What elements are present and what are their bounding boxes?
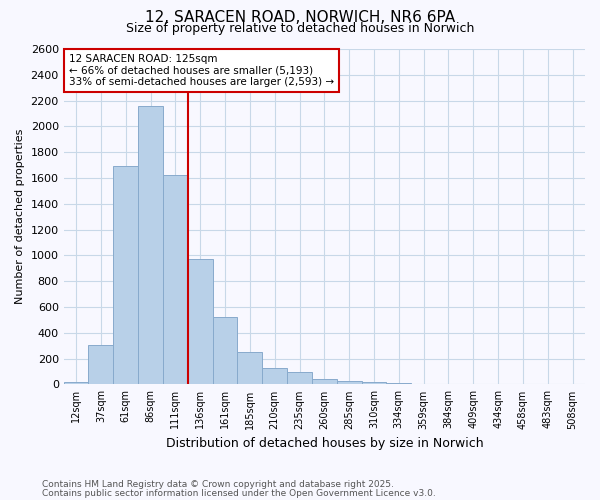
Bar bbox=[238, 352, 262, 384]
Bar bbox=[337, 380, 362, 384]
Bar bbox=[138, 106, 163, 384]
Bar bbox=[64, 382, 88, 384]
Bar bbox=[113, 166, 138, 384]
X-axis label: Distribution of detached houses by size in Norwich: Distribution of detached houses by size … bbox=[166, 437, 483, 450]
Text: Contains public sector information licensed under the Open Government Licence v3: Contains public sector information licen… bbox=[42, 488, 436, 498]
Bar bbox=[88, 345, 113, 385]
Bar bbox=[287, 372, 312, 384]
Bar bbox=[163, 176, 188, 384]
Bar bbox=[188, 258, 212, 384]
Text: Size of property relative to detached houses in Norwich: Size of property relative to detached ho… bbox=[126, 22, 474, 35]
Bar bbox=[212, 318, 238, 384]
Y-axis label: Number of detached properties: Number of detached properties bbox=[15, 129, 25, 304]
Text: 12 SARACEN ROAD: 125sqm
← 66% of detached houses are smaller (5,193)
33% of semi: 12 SARACEN ROAD: 125sqm ← 66% of detache… bbox=[69, 54, 334, 87]
Text: 12, SARACEN ROAD, NORWICH, NR6 6PA: 12, SARACEN ROAD, NORWICH, NR6 6PA bbox=[145, 10, 455, 25]
Bar bbox=[312, 380, 337, 384]
Bar bbox=[362, 382, 386, 384]
Text: Contains HM Land Registry data © Crown copyright and database right 2025.: Contains HM Land Registry data © Crown c… bbox=[42, 480, 394, 489]
Bar bbox=[262, 368, 287, 384]
